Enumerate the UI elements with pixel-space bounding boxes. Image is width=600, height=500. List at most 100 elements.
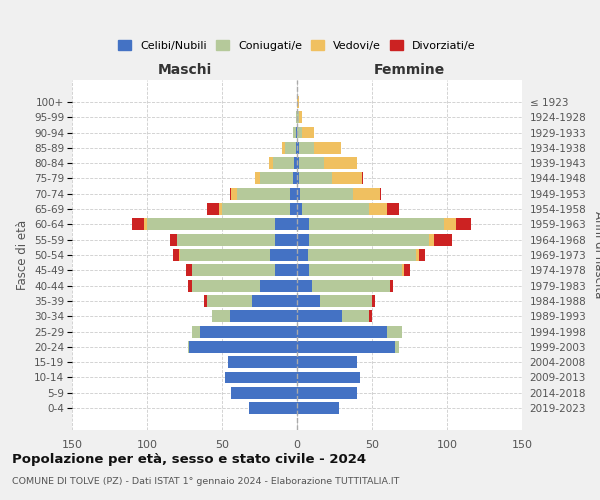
Bar — [275, 218, 297, 230]
Bar — [293, 126, 296, 138]
Bar — [260, 172, 293, 184]
Bar — [179, 249, 180, 261]
Bar — [297, 234, 309, 245]
Bar — [237, 188, 290, 200]
Bar — [297, 295, 320, 307]
Bar — [285, 142, 296, 154]
Bar — [297, 402, 339, 414]
Bar — [297, 157, 299, 169]
Bar — [309, 264, 402, 276]
Bar — [132, 218, 144, 230]
Bar — [219, 203, 222, 215]
Bar — [302, 126, 314, 138]
Bar — [269, 157, 273, 169]
Bar — [252, 295, 297, 307]
Bar — [297, 356, 357, 368]
Bar — [222, 203, 290, 215]
Bar — [231, 188, 237, 200]
Y-axis label: Anni di nascita: Anni di nascita — [592, 212, 600, 298]
Bar — [212, 310, 229, 322]
Bar — [192, 264, 275, 276]
Y-axis label: Fasce di età: Fasce di età — [16, 220, 29, 290]
Bar — [297, 310, 342, 322]
Bar — [173, 249, 179, 261]
Bar — [314, 142, 341, 154]
Bar — [361, 172, 363, 184]
Bar — [225, 372, 297, 384]
Bar — [180, 249, 270, 261]
Bar — [390, 280, 393, 291]
Bar — [312, 280, 390, 291]
Bar — [309, 234, 429, 245]
Bar — [297, 218, 309, 230]
Text: Femmine: Femmine — [374, 62, 445, 76]
Bar — [207, 295, 252, 307]
Bar — [429, 234, 433, 245]
Bar — [186, 264, 192, 276]
Bar — [299, 142, 314, 154]
Bar — [177, 234, 275, 245]
Bar — [372, 295, 375, 307]
Bar — [207, 203, 219, 215]
Text: COMUNE DI TOLVE (PZ) - Dati ISTAT 1° gennaio 2024 - Elaborazione TUTTITALIA.IT: COMUNE DI TOLVE (PZ) - Dati ISTAT 1° gen… — [12, 478, 400, 486]
Bar — [433, 234, 452, 245]
Bar — [255, 172, 260, 184]
Bar — [199, 326, 297, 338]
Bar — [290, 188, 297, 200]
Bar — [331, 172, 361, 184]
Bar — [189, 341, 297, 353]
Bar — [302, 203, 369, 215]
Bar — [297, 188, 300, 200]
Bar — [297, 203, 302, 215]
Bar — [187, 280, 192, 291]
Bar — [297, 372, 360, 384]
Bar — [324, 157, 357, 169]
Bar — [353, 188, 380, 200]
Bar — [270, 249, 297, 261]
Text: Popolazione per età, sesso e stato civile - 2024: Popolazione per età, sesso e stato civil… — [12, 452, 366, 466]
Bar — [144, 218, 147, 230]
Bar — [297, 249, 308, 261]
Bar — [229, 188, 231, 200]
Bar — [308, 249, 415, 261]
Bar — [296, 142, 297, 154]
Bar — [273, 157, 294, 169]
Bar — [404, 264, 409, 276]
Bar — [387, 326, 402, 338]
Bar — [297, 172, 299, 184]
Bar — [415, 249, 419, 261]
Bar — [342, 310, 369, 322]
Bar — [309, 218, 444, 230]
Bar — [229, 310, 297, 322]
Bar — [297, 96, 299, 108]
Bar — [297, 264, 309, 276]
Bar — [275, 264, 297, 276]
Bar — [299, 157, 324, 169]
Text: Maschi: Maschi — [157, 62, 212, 76]
Bar — [187, 341, 189, 353]
Bar — [299, 172, 331, 184]
Bar — [147, 218, 275, 230]
Bar — [192, 280, 260, 291]
Bar — [260, 280, 297, 291]
Bar — [297, 341, 395, 353]
Bar — [297, 280, 312, 291]
Bar — [282, 142, 285, 154]
Bar — [297, 387, 357, 399]
Bar — [297, 111, 299, 123]
Bar — [297, 326, 387, 338]
Bar — [290, 203, 297, 215]
Bar — [297, 126, 302, 138]
Bar — [228, 356, 297, 368]
Bar — [380, 188, 381, 200]
Bar — [275, 234, 297, 245]
Bar — [320, 295, 372, 307]
Bar — [419, 249, 425, 261]
Bar — [300, 188, 353, 200]
Bar — [395, 341, 399, 353]
Bar — [299, 111, 302, 123]
Bar — [456, 218, 471, 230]
Bar — [297, 142, 299, 154]
Bar — [249, 402, 297, 414]
Bar — [231, 387, 297, 399]
